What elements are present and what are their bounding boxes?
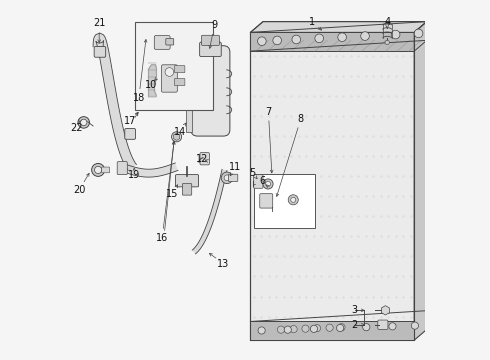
Text: 7: 7	[265, 107, 271, 117]
Circle shape	[258, 37, 266, 45]
Text: 1: 1	[309, 17, 315, 27]
Polygon shape	[120, 163, 178, 177]
Circle shape	[165, 68, 174, 76]
Circle shape	[263, 179, 273, 189]
Circle shape	[92, 163, 104, 176]
FancyBboxPatch shape	[200, 153, 209, 165]
Circle shape	[310, 325, 318, 332]
Circle shape	[78, 117, 90, 128]
Circle shape	[363, 324, 370, 331]
Text: 8: 8	[298, 114, 304, 124]
Polygon shape	[148, 65, 156, 96]
Circle shape	[258, 327, 265, 334]
FancyBboxPatch shape	[250, 321, 414, 340]
Circle shape	[224, 175, 230, 181]
FancyBboxPatch shape	[228, 174, 238, 181]
FancyBboxPatch shape	[174, 66, 185, 73]
Circle shape	[277, 326, 285, 333]
Circle shape	[291, 197, 296, 202]
FancyBboxPatch shape	[201, 35, 220, 45]
FancyBboxPatch shape	[191, 46, 230, 136]
Polygon shape	[250, 22, 427, 32]
Circle shape	[414, 29, 423, 38]
FancyBboxPatch shape	[254, 175, 263, 188]
Text: 12: 12	[196, 154, 209, 164]
FancyBboxPatch shape	[162, 65, 177, 92]
Text: 18: 18	[133, 93, 145, 103]
Circle shape	[290, 325, 297, 333]
Circle shape	[95, 166, 102, 174]
Circle shape	[389, 323, 396, 330]
FancyBboxPatch shape	[166, 39, 174, 45]
Text: 17: 17	[124, 116, 137, 126]
Text: 4: 4	[384, 17, 390, 27]
Text: 5: 5	[249, 168, 255, 178]
FancyBboxPatch shape	[254, 174, 315, 228]
Text: 22: 22	[70, 123, 83, 133]
Polygon shape	[93, 33, 136, 170]
Circle shape	[338, 33, 346, 41]
Circle shape	[172, 132, 182, 142]
FancyBboxPatch shape	[250, 32, 414, 51]
Circle shape	[338, 324, 345, 331]
Circle shape	[326, 324, 333, 331]
Text: 15: 15	[166, 189, 178, 199]
Circle shape	[221, 172, 233, 184]
FancyBboxPatch shape	[174, 78, 185, 86]
Circle shape	[80, 119, 87, 126]
Circle shape	[337, 324, 343, 332]
Circle shape	[284, 326, 292, 333]
Text: 10: 10	[145, 80, 157, 90]
Text: 21: 21	[93, 18, 105, 28]
Circle shape	[315, 34, 323, 43]
Circle shape	[273, 36, 281, 45]
FancyBboxPatch shape	[250, 32, 414, 340]
Circle shape	[314, 325, 320, 332]
Polygon shape	[145, 60, 159, 102]
Text: 6: 6	[259, 176, 266, 186]
FancyBboxPatch shape	[117, 162, 127, 175]
Polygon shape	[192, 169, 227, 254]
Circle shape	[385, 40, 390, 45]
FancyBboxPatch shape	[199, 42, 221, 57]
Text: 9: 9	[211, 20, 218, 30]
FancyBboxPatch shape	[182, 184, 192, 195]
FancyBboxPatch shape	[186, 73, 192, 132]
Text: 2: 2	[352, 320, 358, 330]
Text: 11: 11	[229, 162, 241, 172]
Circle shape	[392, 30, 400, 39]
FancyBboxPatch shape	[125, 129, 136, 139]
Text: 19: 19	[128, 170, 141, 180]
Text: 14: 14	[174, 127, 186, 138]
FancyBboxPatch shape	[94, 46, 106, 57]
FancyBboxPatch shape	[154, 36, 170, 49]
Text: 13: 13	[217, 258, 229, 269]
FancyBboxPatch shape	[260, 194, 273, 208]
Text: 3: 3	[352, 305, 358, 315]
Text: 20: 20	[73, 185, 86, 195]
Circle shape	[266, 181, 270, 186]
Circle shape	[292, 35, 300, 44]
Circle shape	[411, 322, 418, 329]
FancyBboxPatch shape	[102, 167, 110, 173]
Text: 16: 16	[156, 233, 169, 243]
Circle shape	[302, 325, 309, 332]
FancyBboxPatch shape	[175, 175, 198, 187]
Circle shape	[288, 195, 298, 205]
Circle shape	[361, 32, 369, 40]
FancyBboxPatch shape	[135, 22, 213, 110]
FancyBboxPatch shape	[378, 320, 388, 329]
Polygon shape	[414, 22, 427, 340]
